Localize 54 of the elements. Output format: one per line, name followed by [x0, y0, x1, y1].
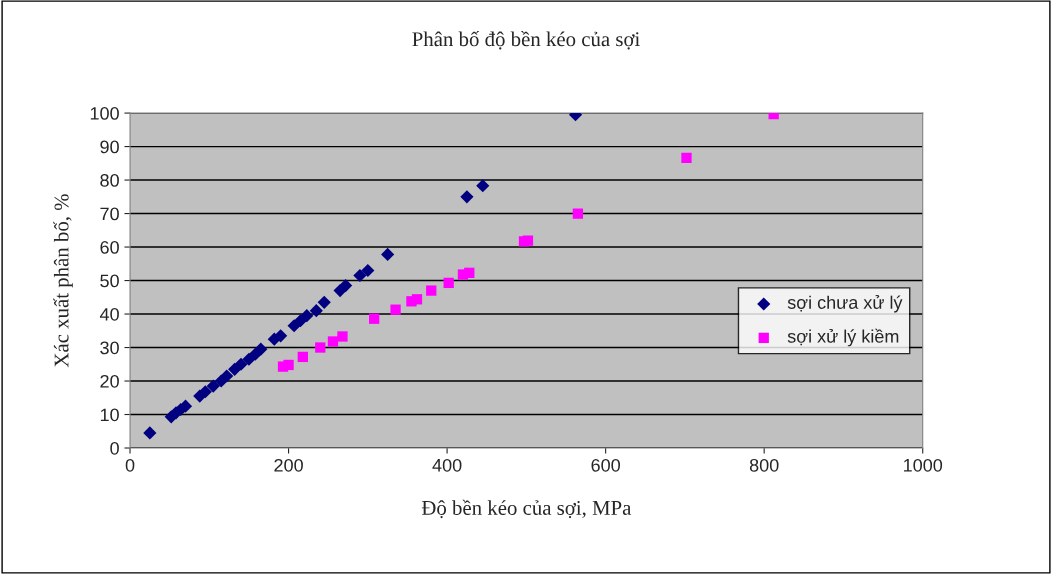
- point: [327, 336, 339, 347]
- point: [234, 357, 248, 371]
- point: [572, 208, 584, 219]
- chart-title: Phân bố độ bền kéo của sợi: [412, 30, 640, 50]
- y-tick-label: 60: [100, 240, 119, 254]
- y-tick-label: 50: [100, 274, 119, 288]
- x-tick-label: 1000: [904, 458, 943, 472]
- y-tick-label: 90: [100, 140, 119, 154]
- point: [143, 426, 157, 440]
- point: [287, 319, 301, 333]
- point: [309, 304, 323, 318]
- point: [300, 309, 314, 323]
- y-tick-label: 40: [99, 307, 119, 321]
- point: [317, 295, 331, 309]
- point: [426, 285, 437, 296]
- point: [390, 304, 401, 315]
- point: [522, 235, 534, 246]
- legend-label: sợi chưa xử lý: [787, 295, 903, 313]
- point: [443, 277, 454, 289]
- point: [339, 278, 353, 293]
- point: [361, 263, 375, 278]
- point: [464, 267, 475, 278]
- y-tick-label: 30: [100, 341, 119, 355]
- point: [274, 329, 288, 343]
- point: [206, 379, 220, 393]
- point: [337, 331, 348, 342]
- point: [369, 313, 380, 324]
- point: [315, 342, 326, 353]
- point: [254, 342, 268, 356]
- y-tick-label: 0: [110, 441, 119, 455]
- legend-label: sợi xử lý kiềm: [787, 328, 899, 347]
- point: [411, 294, 423, 305]
- point: [283, 359, 294, 371]
- x-tick-label: 200: [274, 458, 303, 472]
- y-axis-title: Xác xuất phân bố, %: [53, 194, 73, 368]
- point: [681, 152, 692, 164]
- point: [228, 362, 242, 376]
- point: [297, 351, 308, 363]
- y-tick-label: 80: [100, 174, 119, 187]
- point: [353, 268, 367, 283]
- point: [460, 190, 474, 204]
- point: [476, 179, 490, 193]
- x-tick-label: 600: [591, 458, 620, 472]
- x-tick-label: 800: [749, 458, 779, 472]
- y-tick-label: 70: [100, 207, 119, 221]
- point: [198, 385, 212, 399]
- x-axis-title: Độ bền kéo của sợi, MPa: [421, 499, 632, 519]
- point: [381, 247, 395, 262]
- x-tick-label: 0: [125, 458, 135, 472]
- y-tick-label: 20: [100, 374, 119, 388]
- y-tick-label: 10: [100, 408, 119, 422]
- point: [220, 369, 234, 383]
- y-tick-label: 100: [90, 107, 119, 120]
- x-tick-label: 400: [432, 458, 462, 472]
